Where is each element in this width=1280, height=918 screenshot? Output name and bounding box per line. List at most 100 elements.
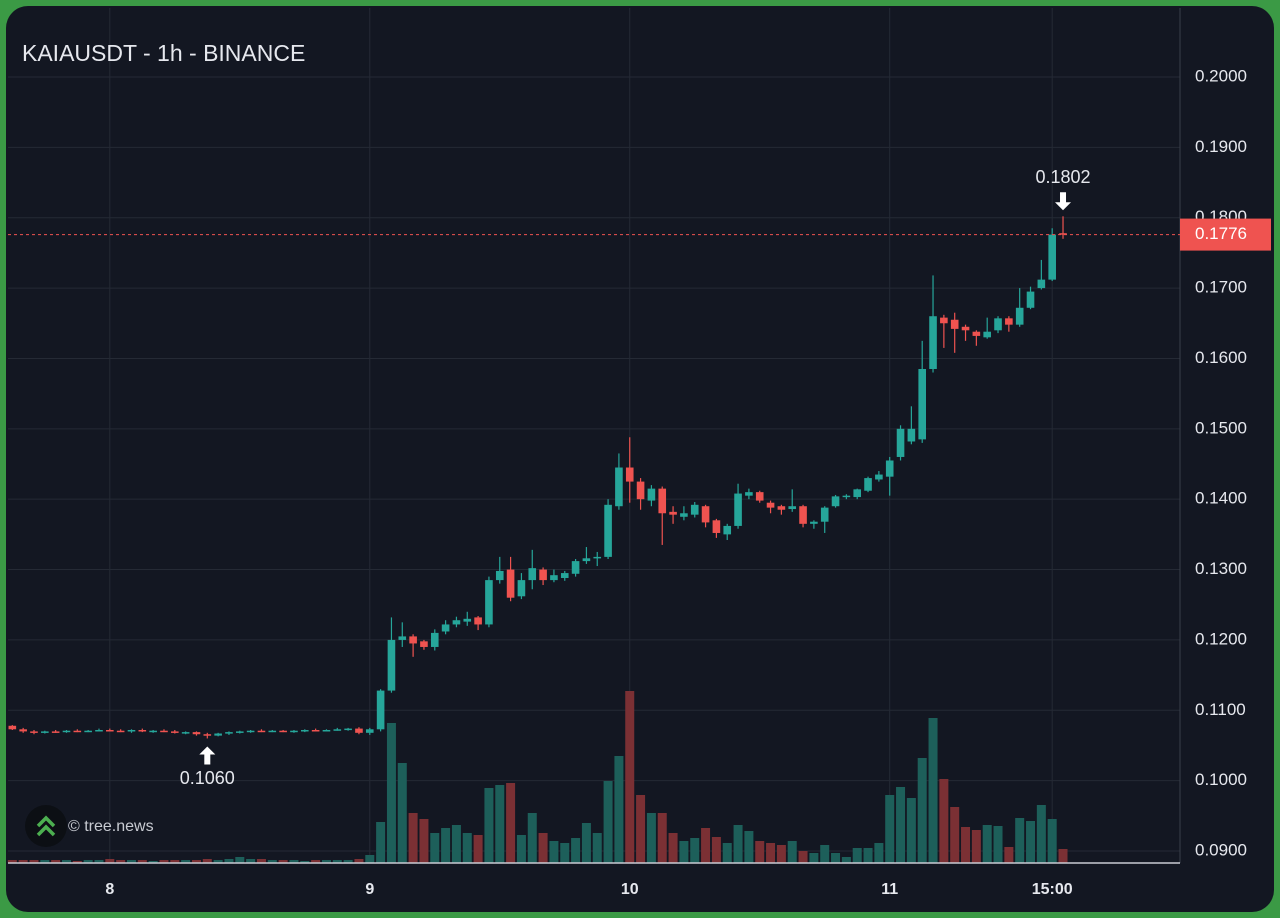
volume-bar (863, 848, 873, 863)
candle-body (571, 561, 580, 574)
volume-bar (982, 825, 992, 863)
candle-body (788, 506, 797, 510)
candle-body (246, 730, 255, 733)
volume-bar (419, 819, 429, 863)
candle-body (149, 730, 157, 733)
candle-body (485, 580, 493, 625)
candle-body (940, 317, 948, 324)
y-tick-label: 0.1100 (1195, 700, 1246, 719)
candle-body (279, 730, 287, 733)
candle-body (972, 331, 981, 336)
candle-body (387, 639, 396, 691)
candle-body (236, 731, 244, 733)
candle-body (680, 513, 688, 517)
candle-body (181, 732, 190, 734)
candle-body (19, 729, 27, 732)
candle-body (723, 525, 732, 535)
volume-bar (874, 843, 884, 863)
volume-bar (213, 860, 223, 863)
candle-body (896, 428, 905, 457)
volume-bar (235, 857, 245, 863)
chart-title: KAIAUSDT - 1h - BINANCE (22, 40, 305, 66)
volume-bar (7, 860, 17, 863)
volume-bar (408, 813, 418, 863)
annotation-label: 0.1060 (180, 768, 235, 788)
candle-body (690, 504, 699, 515)
volume-bar (354, 859, 364, 863)
candle-body (355, 728, 363, 733)
volume-bar (646, 813, 656, 863)
candle-body (365, 729, 374, 733)
volume-bar (94, 860, 104, 863)
volume-bar (278, 860, 288, 863)
volume-bar (451, 825, 461, 863)
candle-body (961, 326, 970, 331)
candle-body (225, 732, 233, 734)
volume-bar (776, 845, 786, 863)
candle-body (625, 467, 634, 482)
volume-bar (939, 779, 949, 863)
volume-bar (473, 835, 483, 863)
candle-body (1048, 234, 1056, 280)
volume-bar (1058, 849, 1068, 863)
candle-body (701, 506, 710, 523)
volume-bar (1004, 847, 1014, 863)
x-tick-label: 9 (365, 881, 374, 898)
volume-bar (571, 838, 581, 863)
volume-bar (950, 807, 960, 863)
y-tick-label: 0.1300 (1195, 559, 1247, 578)
candle-body (994, 318, 1002, 331)
candle-body (160, 730, 168, 733)
candle-body (214, 733, 222, 736)
volume-bar (679, 841, 689, 863)
volume-bar (365, 855, 375, 863)
volume-bar (896, 787, 906, 863)
candle-body (430, 632, 439, 647)
volume-bar (668, 833, 678, 863)
volume-bar (766, 843, 776, 863)
volume-bar (29, 860, 39, 863)
volume-bar (332, 860, 342, 863)
volume-bar (300, 861, 310, 863)
volume-bar (148, 861, 158, 863)
candle-body (550, 575, 558, 581)
y-tick-label: 0.1700 (1195, 278, 1247, 297)
volume-bar (18, 860, 28, 863)
candle-body (95, 730, 103, 732)
volume-bar (441, 828, 451, 863)
candle-body (290, 730, 298, 733)
candle-body (138, 730, 147, 732)
candle-body (322, 730, 331, 732)
volume-bar (722, 843, 732, 863)
candle-body (831, 496, 840, 507)
x-tick-label: 8 (105, 881, 114, 898)
candle-body (8, 725, 17, 730)
candle-body (51, 731, 60, 733)
candle-body (1015, 307, 1024, 325)
volume-bar (516, 835, 526, 863)
volume-bar (202, 859, 212, 863)
volume-bar (549, 841, 559, 863)
volume-bar (538, 833, 548, 863)
y-tick-label: 0.1000 (1195, 770, 1247, 789)
volume-bar (798, 851, 808, 863)
candle-body (300, 730, 309, 732)
y-tick-label: 0.1600 (1195, 348, 1247, 367)
volume-bar (224, 859, 234, 863)
candle-body (517, 580, 526, 597)
candle-body (604, 504, 612, 557)
volume-bar (560, 843, 570, 863)
candle-body (1005, 318, 1013, 325)
candle-body (658, 488, 667, 514)
volume-bar (993, 826, 1003, 863)
volume-bar (614, 756, 624, 863)
y-tick-label: 0.0900 (1195, 841, 1247, 860)
candle-body (344, 728, 352, 731)
volume-bar (311, 860, 321, 863)
volume-bar (852, 848, 862, 863)
volume-bar (831, 853, 841, 863)
last-price-box (1180, 218, 1271, 251)
volume-bar (885, 795, 895, 863)
